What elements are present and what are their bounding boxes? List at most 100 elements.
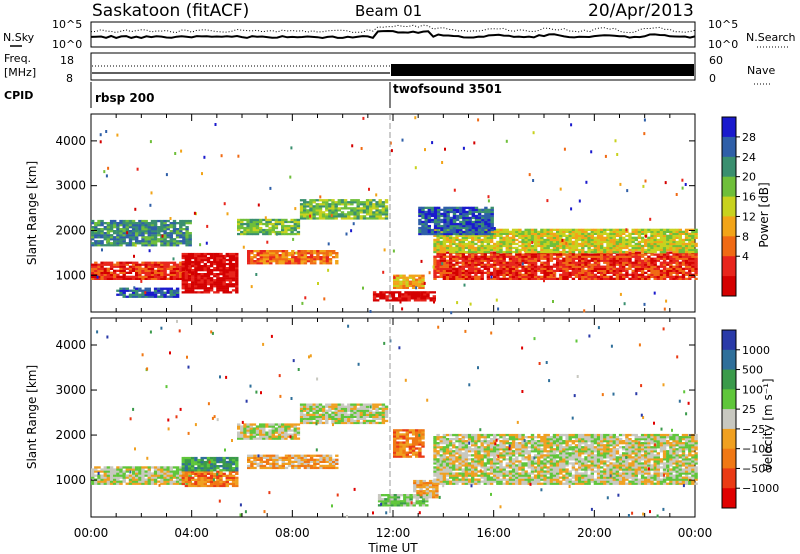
echo-cell	[315, 199, 319, 202]
echo-cell	[250, 252, 254, 255]
echo-cell	[157, 275, 161, 278]
echo-cell	[688, 246, 692, 250]
echo-cell	[688, 267, 692, 270]
echo-cell	[455, 214, 460, 218]
echo-cell	[681, 255, 686, 258]
echo-cell	[325, 252, 330, 255]
echo-cell	[407, 297, 411, 300]
echo-cell	[265, 222, 269, 226]
echo-cell	[147, 261, 151, 264]
echo-cell	[421, 274, 425, 277]
echo-cell	[179, 224, 183, 227]
echo-cell	[477, 230, 482, 234]
echo-cell	[669, 259, 673, 262]
echo-cell	[256, 258, 260, 261]
echo-speckle	[583, 309, 586, 313]
echo-cell	[353, 201, 357, 204]
echo-cell	[119, 234, 123, 237]
echo-cell	[415, 280, 419, 283]
echo-cell	[394, 299, 399, 302]
echo-cell	[262, 429, 266, 432]
echo-cell	[662, 275, 667, 278]
echo-cell	[662, 230, 667, 233]
echo-cell	[187, 476, 192, 479]
echo-speckle	[201, 172, 203, 176]
echo-cell	[618, 238, 623, 242]
echo-cell	[200, 279, 204, 282]
echo-cell	[128, 265, 133, 268]
echo-cell	[446, 216, 450, 220]
echo-cell	[439, 250, 443, 254]
echo-cell	[424, 216, 428, 220]
echo-speckle	[257, 203, 260, 207]
echo-cell	[179, 472, 183, 475]
echo-cell	[609, 275, 613, 278]
echo-cell	[347, 213, 351, 216]
echo-cell	[268, 425, 272, 428]
echo-cell	[138, 265, 142, 268]
echo-cell	[116, 232, 120, 235]
echo-speckle	[559, 187, 562, 191]
echo-cell	[265, 258, 270, 261]
echo-cell	[559, 275, 563, 278]
echo-cell	[499, 267, 503, 270]
echo-cell	[439, 273, 443, 276]
echo-cell	[659, 265, 664, 268]
echo-cell	[231, 289, 236, 292]
echo-cell	[581, 246, 585, 250]
echo-cell	[480, 242, 484, 246]
echo-cell	[505, 232, 509, 235]
echo-cell	[113, 482, 117, 485]
echo-cell	[122, 236, 126, 239]
echo-cell	[394, 297, 399, 300]
echo-cell	[119, 269, 123, 272]
echo-cell	[559, 246, 563, 250]
echo-cell	[600, 240, 604, 244]
echo-cell	[615, 271, 620, 274]
echo-cell	[249, 226, 253, 230]
echo-cell	[106, 470, 111, 473]
echo-cell	[493, 248, 497, 252]
echo-cell	[446, 224, 450, 228]
echo-cell	[365, 199, 370, 202]
echo-cell	[206, 279, 211, 282]
echo-cell	[322, 258, 326, 261]
echo-cell	[175, 482, 180, 485]
echo-cell	[272, 258, 276, 261]
echo-cell	[131, 226, 136, 229]
echo-cell	[612, 263, 616, 266]
echo-cell	[135, 230, 139, 233]
echo-cell	[600, 257, 604, 260]
echo-cell	[100, 261, 104, 264]
echo-cell	[181, 252, 185, 256]
echo-cell	[446, 210, 450, 214]
echo-cell	[411, 276, 416, 279]
echo-cell	[216, 265, 220, 268]
echo-cell	[433, 244, 437, 248]
echo-cell	[278, 260, 282, 263]
echo-cell	[268, 228, 272, 232]
echo-cell	[147, 293, 151, 296]
echo-cell	[125, 226, 129, 229]
echo-cell	[540, 253, 544, 256]
echo-cell	[235, 470, 239, 473]
echo-cell	[487, 212, 491, 216]
echo-cell	[612, 257, 616, 260]
echo-cell	[182, 222, 186, 225]
echo-cell	[691, 236, 695, 239]
echo-cell	[319, 262, 323, 265]
echo-cell	[508, 242, 513, 246]
echo-cell	[268, 423, 272, 426]
echo-cell	[191, 460, 195, 464]
echo-cell	[197, 277, 201, 280]
echo-cell	[182, 224, 186, 227]
echo-cell	[505, 228, 509, 231]
echo-cell	[225, 252, 229, 256]
echo-cell	[240, 226, 244, 230]
echo-cell	[678, 253, 682, 256]
echo-cell	[235, 271, 239, 274]
echo-cell	[593, 238, 598, 242]
echo-cell	[455, 238, 459, 242]
echo-cell	[144, 466, 148, 469]
